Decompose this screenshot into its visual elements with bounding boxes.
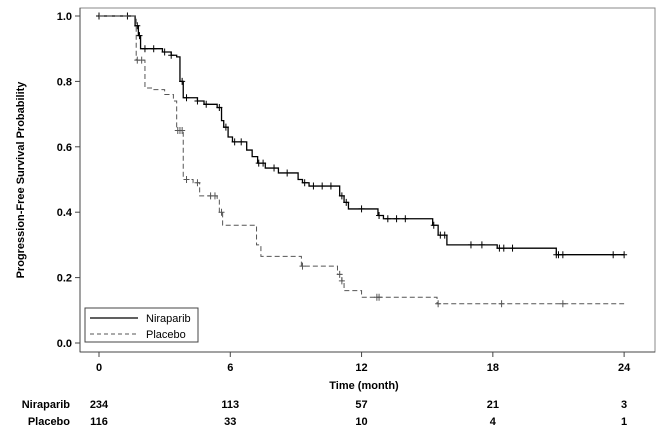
censor-mark-niraparib <box>179 77 186 85</box>
censor-mark-niraparib <box>343 198 350 206</box>
y-tick-label: 0.4 <box>57 207 73 219</box>
censor-mark-niraparib <box>310 182 317 190</box>
y-axis-label: Progression-Free Survival Probability <box>15 81 27 279</box>
censor-mark-niraparib <box>358 205 365 213</box>
censor-mark-niraparib <box>161 48 168 56</box>
censor-mark-niraparib <box>402 215 409 223</box>
risk-count: 1 <box>621 416 627 428</box>
censor-mark-niraparib <box>238 138 245 146</box>
risk-count: 3 <box>621 399 627 411</box>
censor-mark-niraparib <box>222 123 229 131</box>
censor-mark-placebo <box>138 56 145 64</box>
risk-table: Niraparib 234 113 57 21 3 Placebo 116 33 10 4 1 <box>22 399 627 428</box>
censor-mark-placebo <box>299 262 306 270</box>
censor-mark-niraparib <box>194 97 201 105</box>
y-tick-label: 1.0 <box>57 11 72 23</box>
censor-mark-niraparib <box>284 169 291 177</box>
x-tick-label: 0 <box>96 362 102 374</box>
censor-mark-niraparib <box>384 215 391 223</box>
censor-mark-niraparib <box>559 251 566 259</box>
risk-count: 33 <box>224 416 236 428</box>
x-tick-label: 12 <box>355 362 367 374</box>
curve-placebo <box>99 15 625 305</box>
censor-mark-niraparib <box>467 241 474 249</box>
censor-mark-niraparib <box>478 241 485 249</box>
censor-mark-niraparib <box>376 211 383 219</box>
censor-mark-niraparib <box>621 251 628 259</box>
censor-mark-placebo <box>336 270 343 278</box>
censor-mark-placebo <box>183 176 190 183</box>
censor-mark-niraparib <box>150 45 157 53</box>
plot-frame <box>79 7 656 353</box>
risk-row-label: Niraparib <box>22 399 71 411</box>
censor-mark-niraparib <box>271 164 278 172</box>
y-tick-label: 0.6 <box>57 142 72 154</box>
censor-mark-placebo <box>376 293 383 301</box>
censor-mark-niraparib <box>183 94 190 102</box>
censor-mark-placebo <box>194 179 201 187</box>
censor-mark-placebo <box>338 277 345 285</box>
censor-mark-placebo <box>179 126 186 134</box>
y-axis: 0.0 0.2 0.4 0.6 0.8 1.0 <box>57 8 81 352</box>
x-tick-label: 6 <box>227 362 233 374</box>
y-tick-label: 0.0 <box>57 338 72 350</box>
censor-mark-niraparib <box>216 104 223 112</box>
legend-label-niraparib: Niraparib <box>146 313 191 325</box>
risk-count: 116 <box>90 416 108 428</box>
censor-mark-niraparib <box>168 51 175 59</box>
censor-mark-placebo <box>559 300 566 308</box>
censor-mark-niraparib <box>338 192 345 200</box>
legend-box <box>84 307 199 343</box>
x-tick-label: 18 <box>487 362 499 374</box>
censor-mark-niraparib <box>301 179 308 187</box>
censor-mark-niraparib <box>509 244 516 252</box>
censor-mark-niraparib <box>260 159 267 167</box>
x-axis: 0 6 12 18 24 <box>80 351 655 374</box>
censor-mark-niraparib <box>430 221 437 229</box>
censor-mark-niraparib <box>134 22 141 30</box>
risk-count: 234 <box>90 399 109 411</box>
censor-mark-placebo <box>218 208 225 216</box>
censor-mark-niraparib <box>327 182 334 190</box>
y-tick-label: 0.2 <box>57 273 72 285</box>
censor-mark-niraparib <box>610 251 617 259</box>
censor-mark-placebo <box>435 300 442 308</box>
censor-mark-niraparib <box>203 100 210 108</box>
censor-mark-niraparib <box>319 182 326 190</box>
risk-count: 10 <box>355 416 367 428</box>
legend: Niraparib Placebo <box>84 307 199 343</box>
survival-curves <box>96 12 628 308</box>
censor-mark-niraparib <box>141 45 148 53</box>
censor-mark-placebo <box>211 192 218 200</box>
legend-label-placebo: Placebo <box>146 329 186 341</box>
censor-mark-niraparib <box>500 244 507 252</box>
censor-mark-niraparib <box>136 32 143 40</box>
risk-count: 4 <box>490 416 497 428</box>
censor-mark-placebo <box>498 300 505 308</box>
curve-niraparib <box>99 15 625 256</box>
x-axis-label: Time (month) <box>329 380 399 392</box>
risk-row-label: Placebo <box>28 416 70 428</box>
censor-mark-niraparib <box>231 138 238 146</box>
x-tick-label: 24 <box>618 362 631 374</box>
censor-mark-niraparib <box>393 215 400 223</box>
risk-count: 57 <box>355 399 367 411</box>
y-tick-label: 0.8 <box>57 76 72 88</box>
risk-count: 21 <box>487 399 499 411</box>
risk-count: 113 <box>221 399 239 411</box>
censor-mark-niraparib <box>441 231 448 239</box>
